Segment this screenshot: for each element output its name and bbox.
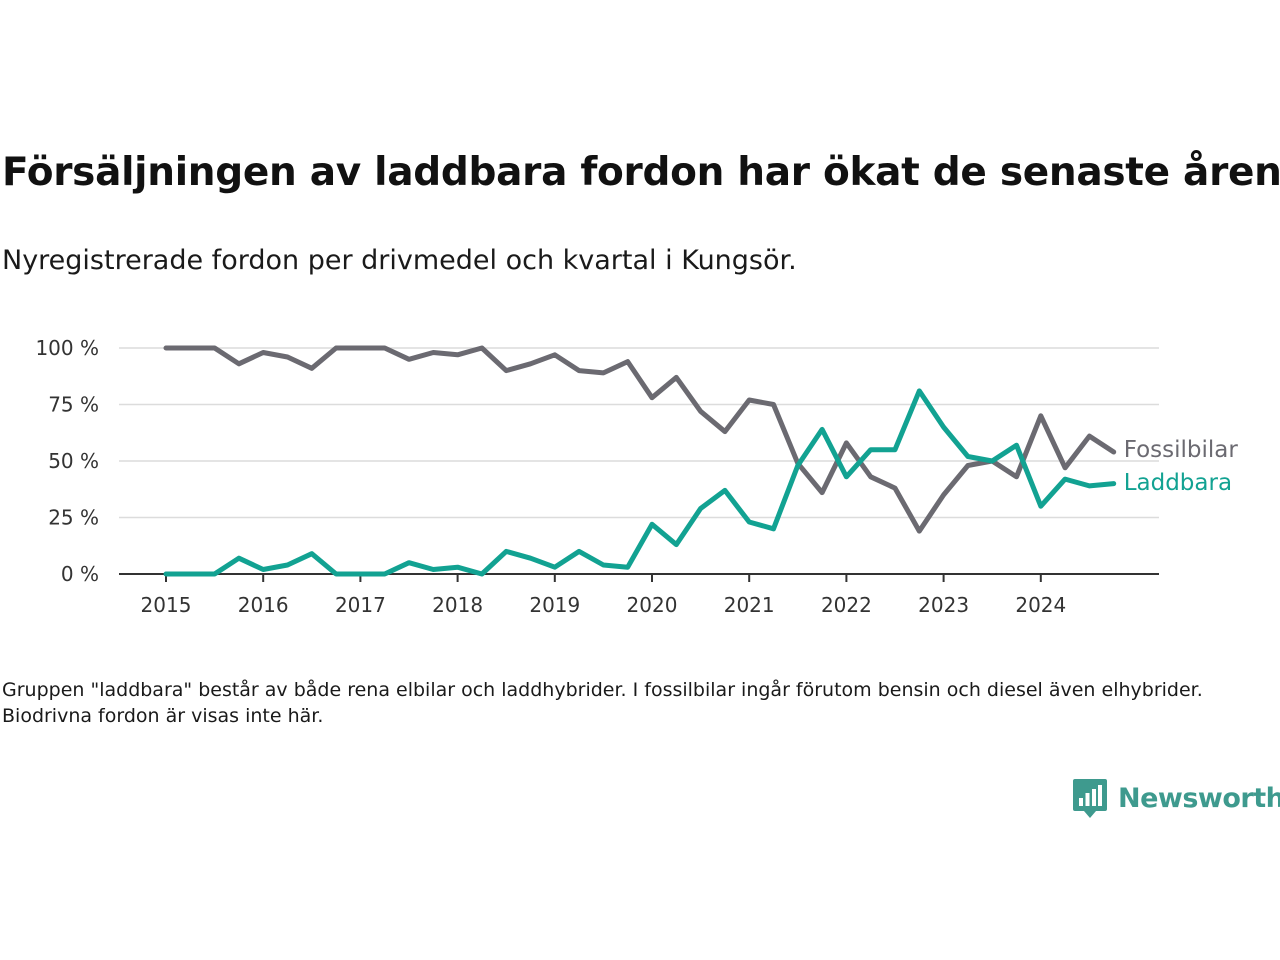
series-label: Fossilbilar: [1124, 437, 1239, 463]
brand-logo: Newsworthy: [1072, 776, 1280, 820]
x-tick-label: 2020: [627, 593, 678, 617]
line-chart: 0 % 25 % 50 % 75 % 100 % 2015 2016 2017 2018 2019…: [35, 336, 1239, 617]
y-tick-label: 100 %: [35, 336, 99, 360]
x-tick-label: 2016: [238, 593, 289, 617]
x-tick-label: 2017: [335, 593, 386, 617]
x-tick-label: 2018: [432, 593, 483, 617]
y-tick-label: 50 %: [48, 449, 99, 473]
chart-title: Försäljningen av laddbara fordon har öka…: [2, 150, 1280, 195]
x-tick-label: 2024: [1015, 593, 1066, 617]
series-line-fossilbilar: [163, 345, 1117, 534]
y-tick-label: 25 %: [48, 506, 99, 530]
series-label: Laddbara: [1124, 470, 1232, 496]
x-tick-label: 2023: [918, 593, 969, 617]
y-tick-label: 0 %: [61, 562, 99, 586]
x-tick-label: 2022: [821, 593, 872, 617]
footnote: Gruppen "laddbara" består av både rena e…: [2, 679, 1203, 727]
newsworthy-icon: [1073, 779, 1107, 818]
chart-subtitle: Nyregistrerade fordon per drivmedel och …: [2, 245, 797, 276]
y-tick-label: 75 %: [48, 393, 99, 417]
brand-name: Newsworthy: [1118, 782, 1280, 814]
x-tick-label: 2021: [724, 593, 775, 617]
x-tick-label: 2015: [141, 593, 192, 617]
x-tick-label: 2019: [529, 593, 580, 617]
series-line-laddbara: [163, 388, 1117, 577]
